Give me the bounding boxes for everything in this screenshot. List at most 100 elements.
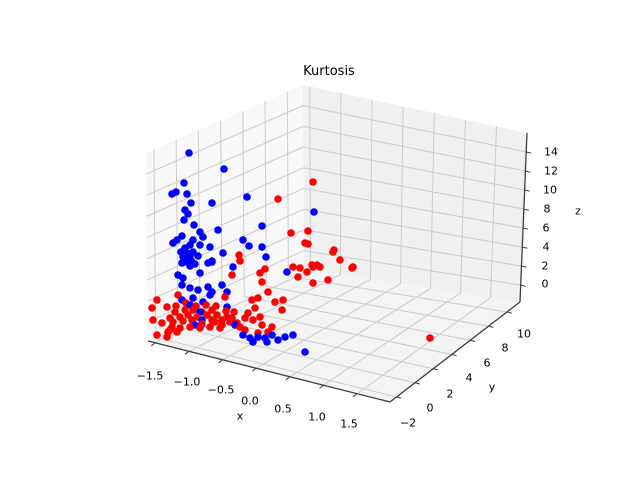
scatter-point-blue bbox=[180, 216, 188, 224]
scatter-point-blue bbox=[262, 253, 270, 261]
grid-lines bbox=[146, 86, 527, 398]
scatter-point-blue bbox=[283, 268, 291, 276]
scatter-point-blue bbox=[289, 331, 297, 339]
grid-floor-y bbox=[244, 296, 471, 341]
scatter-point-blue bbox=[185, 149, 193, 157]
x-tick-mark bbox=[150, 342, 156, 347]
scatter-point-red bbox=[186, 323, 194, 331]
grid-wall-x bbox=[460, 119, 466, 293]
scatter-point-blue bbox=[301, 348, 309, 356]
scatter-point-red bbox=[309, 178, 317, 186]
grid-wall-z-right bbox=[303, 105, 527, 153]
scatter-point-blue bbox=[184, 210, 192, 218]
grid-wall-x bbox=[400, 106, 404, 284]
scatter-point-red bbox=[324, 276, 332, 284]
scatter-point-blue bbox=[249, 338, 257, 346]
scatter-point-red bbox=[149, 316, 157, 324]
scatter-point-blue bbox=[258, 222, 266, 230]
grid-wall-x bbox=[430, 113, 435, 289]
scatter-point-red bbox=[256, 313, 264, 321]
scatter-point-blue bbox=[254, 333, 262, 341]
scatter-point-blue bbox=[281, 333, 289, 341]
scatter-point-red bbox=[172, 302, 180, 310]
scatter-point-red bbox=[279, 296, 287, 304]
grid-wall-z-right bbox=[303, 187, 524, 229]
scatter-point-blue bbox=[263, 338, 271, 346]
scatter-point-red bbox=[278, 306, 286, 314]
x-tick-mark bbox=[184, 350, 190, 355]
scatter-point-blue bbox=[218, 281, 226, 289]
axis-label-z: z bbox=[575, 204, 581, 218]
scatter-point-blue bbox=[196, 241, 204, 249]
scatter-point-blue bbox=[186, 262, 194, 270]
scatter-point-red bbox=[163, 333, 171, 341]
x-tick-mark bbox=[285, 376, 291, 381]
grid-wall-z-left bbox=[146, 167, 304, 239]
z-tick-label: 2 bbox=[541, 259, 549, 273]
scatter-point-red bbox=[256, 269, 264, 277]
z-tick-mark bbox=[524, 189, 530, 192]
z-tick-mark bbox=[521, 265, 527, 268]
scatter-point-red bbox=[221, 293, 229, 301]
scatter-point-blue bbox=[178, 281, 186, 289]
y-tick-mark bbox=[396, 396, 402, 399]
grid-floor-x bbox=[255, 283, 401, 369]
scatter-point-red bbox=[294, 273, 302, 281]
z-tick-label: 10 bbox=[543, 183, 557, 197]
z-tick-label: 8 bbox=[543, 202, 551, 216]
grid-floor-y bbox=[288, 275, 508, 313]
grid-wall-z-left bbox=[146, 105, 304, 175]
tick-marks bbox=[150, 151, 532, 399]
grid-wall-x bbox=[309, 86, 311, 270]
x-tick-label: 0.5 bbox=[274, 402, 292, 416]
scatter-point-red bbox=[241, 314, 249, 322]
scatter-point-blue bbox=[219, 249, 227, 257]
z-tick-mark bbox=[523, 208, 529, 211]
x-tick-mark bbox=[352, 393, 358, 398]
x-tick-mark bbox=[319, 384, 324, 389]
z-tick-label: 14 bbox=[544, 145, 558, 159]
scatter-point-red bbox=[208, 306, 216, 314]
y-tick-label: −2 bbox=[399, 416, 417, 430]
scatter-point-blue bbox=[258, 243, 266, 251]
grid-wall-y bbox=[242, 111, 245, 297]
scatter-point-red bbox=[336, 256, 344, 264]
grid-wall-x bbox=[490, 126, 498, 298]
grid-wall-y bbox=[220, 120, 223, 307]
grid-floor-x bbox=[222, 278, 371, 361]
scatter-point-blue bbox=[168, 190, 176, 198]
scatter-point-red bbox=[303, 268, 311, 276]
scatter-point-blue bbox=[268, 331, 276, 339]
z-tick-label: 0 bbox=[541, 277, 549, 291]
grid-wall-z-left bbox=[147, 208, 304, 281]
grid-floor-x bbox=[188, 274, 341, 352]
scatter-point-blue bbox=[229, 263, 237, 271]
scatter-point-red bbox=[248, 296, 256, 304]
scatter-point-blue bbox=[199, 233, 207, 241]
scatter-point-blue bbox=[190, 221, 198, 229]
scatter-point-red bbox=[230, 308, 238, 316]
chart-title: Kurtosis bbox=[303, 64, 355, 79]
z-tick-label: 12 bbox=[544, 164, 558, 178]
scatter-point-blue bbox=[194, 252, 202, 260]
y-tick-label: 2 bbox=[446, 387, 454, 401]
scatter-point-red bbox=[206, 323, 214, 331]
scatter-point-blue bbox=[180, 179, 188, 187]
scatter-point-red bbox=[235, 251, 243, 259]
grid-floor-x bbox=[356, 297, 491, 395]
scatter-point-red bbox=[287, 229, 295, 237]
scatter-point-red bbox=[316, 263, 324, 271]
scatter-point-red bbox=[304, 240, 312, 248]
scatter-point-blue bbox=[274, 336, 282, 344]
scatter-point-blue bbox=[220, 165, 228, 173]
scatter-point-red bbox=[171, 308, 179, 316]
grid-wall-z-left bbox=[146, 125, 304, 196]
y-tick-label: 0 bbox=[426, 401, 434, 415]
scatter-point-red bbox=[179, 317, 187, 325]
scatter-point-red bbox=[189, 306, 197, 314]
x-tick-mark bbox=[218, 359, 223, 364]
grid-wall-z-left bbox=[146, 146, 304, 217]
scatter-point-red bbox=[274, 195, 282, 203]
scatter-point-red bbox=[254, 294, 262, 302]
